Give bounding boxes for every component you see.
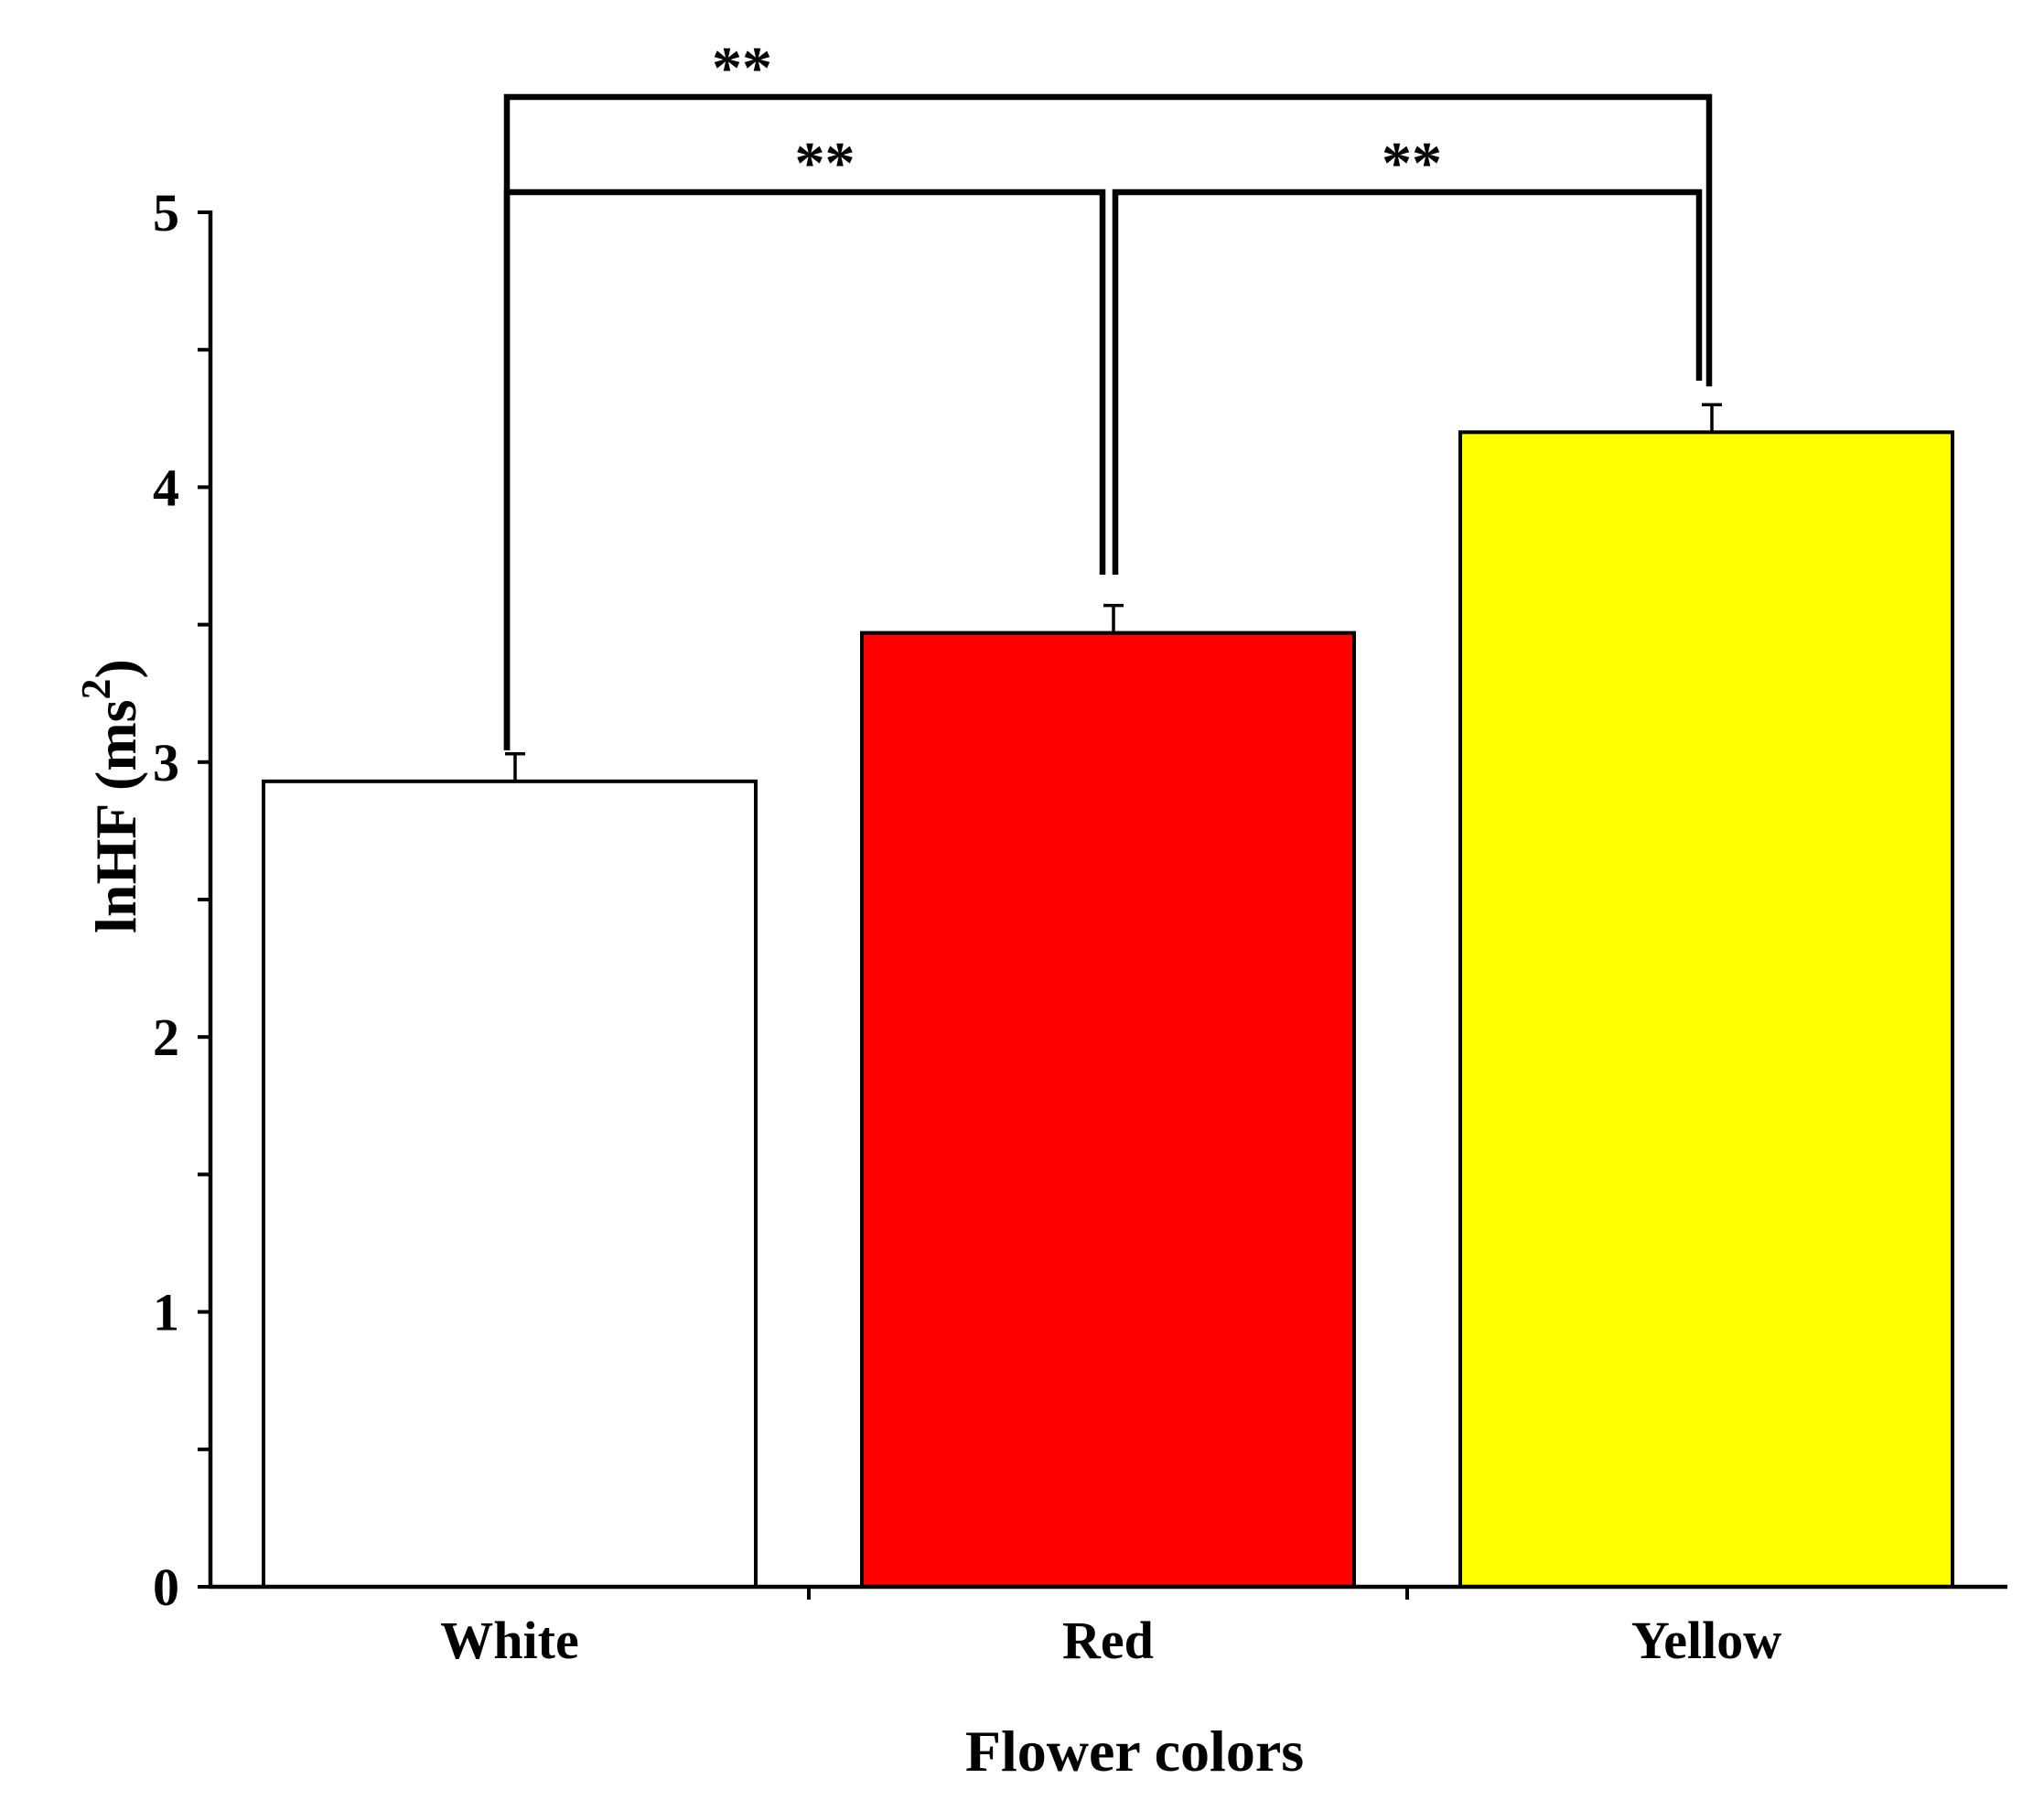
significance-label-white-red: ** (795, 130, 855, 197)
error-bars-group (505, 403, 1722, 781)
y-axis-title: lnHF (ms2) (72, 659, 148, 933)
x-ticks-group: White Red Yellow (440, 1587, 1781, 1670)
y-tick-label: 4 (153, 458, 179, 517)
y-axis-title-main: lnHF (ms (83, 699, 148, 932)
y-ticks-group: 0 1 2 3 4 5 (153, 183, 210, 1617)
significance-label-red-yellow: ** (1382, 130, 1442, 197)
bar-white (262, 779, 758, 1589)
x-axis-title: Flower colors (965, 1719, 1304, 1784)
bar-yellow (1458, 430, 1954, 1590)
y-tick-label: 1 (153, 1283, 179, 1342)
significance-brackets-group: ** ** ** (503, 35, 1713, 750)
y-axis-title-superscript: 2 (72, 678, 119, 699)
y-axis-title-suffix: ) (83, 659, 148, 678)
x-tick-label: Yellow (1631, 1611, 1781, 1670)
bracket-white-red (503, 189, 1106, 750)
bracket-red-yellow (1112, 189, 1703, 575)
y-tick-label: 3 (153, 733, 179, 792)
y-tick-label: 0 (153, 1557, 179, 1617)
x-tick-label: Red (1062, 1611, 1154, 1670)
bar-red (860, 631, 1356, 1589)
y-tick-label: 2 (153, 1008, 179, 1067)
bars-group (262, 430, 1954, 1590)
y-tick-label: 5 (153, 183, 179, 243)
x-tick-label: White (440, 1611, 578, 1670)
significance-label-white-yellow: ** (712, 35, 772, 102)
